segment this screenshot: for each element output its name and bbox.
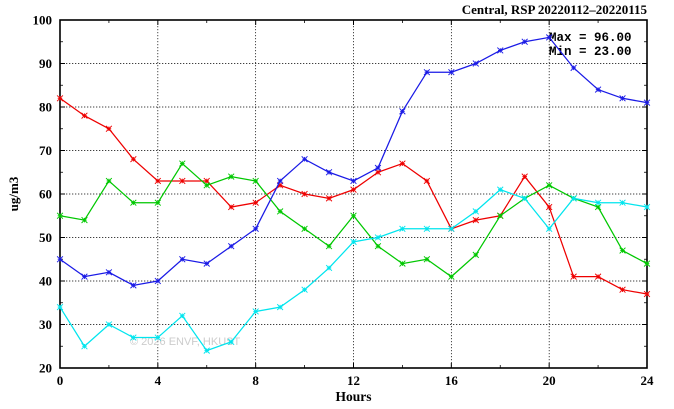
svg-text:Hours: Hours bbox=[335, 389, 371, 404]
svg-text:0: 0 bbox=[57, 373, 64, 388]
svg-text:20: 20 bbox=[543, 373, 556, 388]
svg-text:80: 80 bbox=[39, 100, 52, 115]
svg-text:90: 90 bbox=[39, 56, 52, 71]
svg-text:40: 40 bbox=[39, 274, 52, 289]
svg-text:Central, RSP 20220112–20220115: Central, RSP 20220112–20220115 bbox=[462, 2, 648, 17]
svg-text:Max = 96.00: Max = 96.00 bbox=[549, 31, 632, 45]
svg-text:24: 24 bbox=[641, 373, 655, 388]
svg-text:8: 8 bbox=[252, 373, 259, 388]
svg-text:100: 100 bbox=[33, 13, 53, 28]
svg-text:20: 20 bbox=[39, 361, 52, 376]
svg-text:30: 30 bbox=[39, 317, 52, 332]
svg-text:50: 50 bbox=[39, 230, 52, 245]
svg-text:4: 4 bbox=[155, 373, 162, 388]
svg-text:16: 16 bbox=[445, 373, 459, 388]
svg-text:60: 60 bbox=[39, 187, 52, 202]
svg-text:ug/m3: ug/m3 bbox=[6, 176, 21, 211]
svg-text:70: 70 bbox=[39, 143, 52, 158]
svg-text:12: 12 bbox=[347, 373, 360, 388]
